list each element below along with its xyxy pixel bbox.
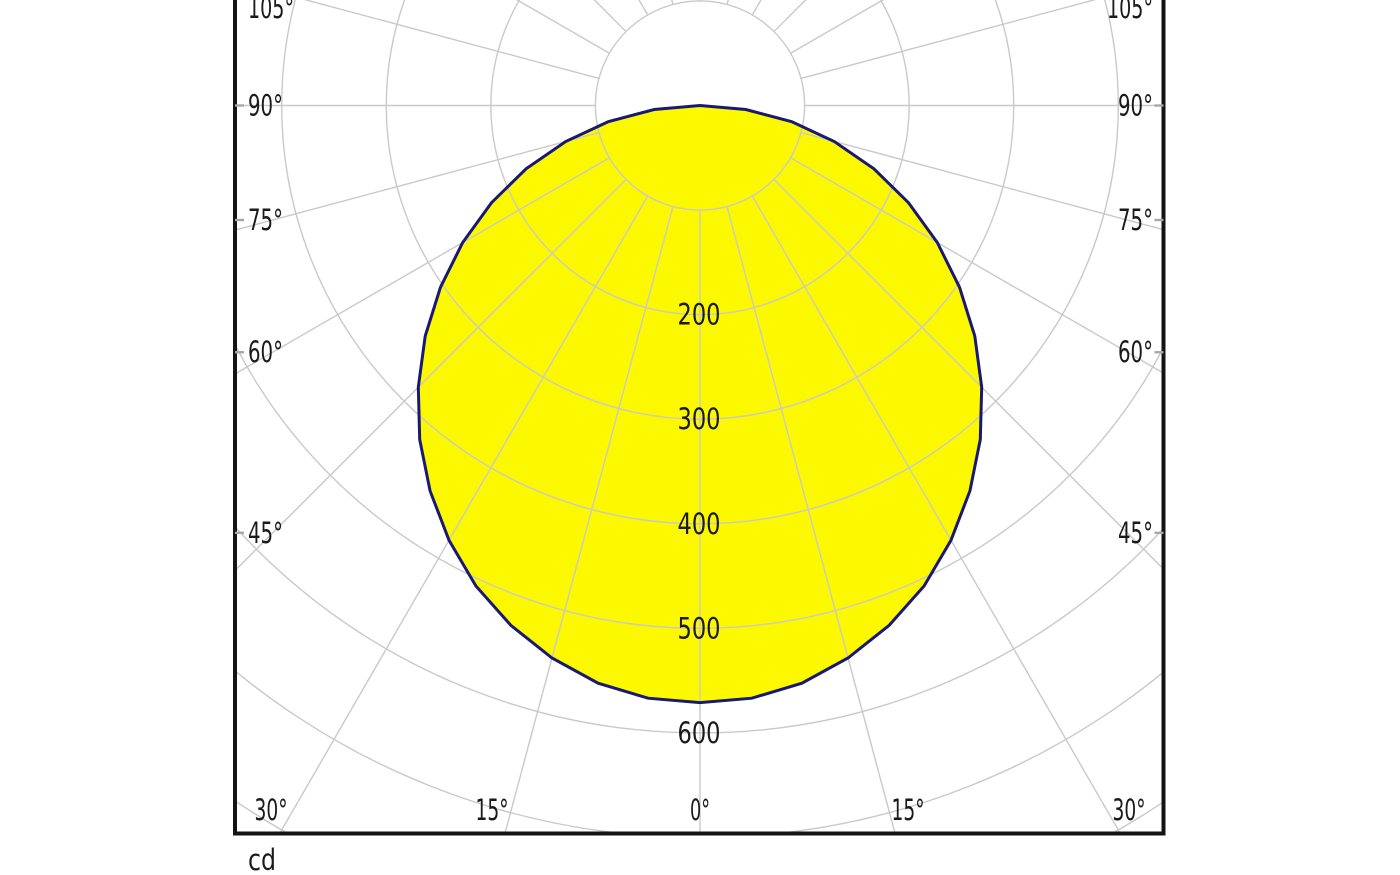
unit-label: cd (248, 843, 276, 875)
angle-label-90: 90° (248, 89, 283, 123)
angle-label-60: 60° (1118, 335, 1153, 369)
radial-label-200: 200 (678, 298, 721, 332)
angle-label-bottom-0: 0° (690, 793, 710, 827)
angle-label-90: 90° (1118, 89, 1153, 123)
angle-label-75: 75° (1118, 203, 1153, 237)
angle-label-45: 45° (248, 516, 283, 550)
radial-value-labels: 200 300 400 500 600 (678, 298, 721, 750)
angle-label-45: 45° (1118, 516, 1153, 550)
angle-label-105: 105° (248, 0, 294, 25)
plot-border (233, 0, 1166, 836)
angle-ticks (235, 104, 1164, 535)
radial-label-300: 300 (678, 402, 721, 436)
angle-label-bottom--15: 15° (476, 793, 509, 827)
angle-label-105: 105° (1107, 0, 1153, 25)
angle-labels: 105° 105° 90° 90° 75° 75° 60° 60° 45° 45° 30° 15° 0°… (248, 0, 1153, 827)
angle-label-bottom-15: 15° (892, 793, 925, 827)
radial-label-400: 400 (678, 507, 721, 541)
intensity-curve (416, 103, 984, 705)
angle-label-bottom--30: 30° (255, 793, 288, 827)
angle-label-60: 60° (248, 335, 283, 369)
angle-label-75: 75° (248, 203, 283, 237)
radial-label-600: 600 (678, 716, 721, 750)
radial-label-500: 500 (678, 611, 721, 645)
angle-label-bottom-30: 30° (1113, 793, 1146, 827)
